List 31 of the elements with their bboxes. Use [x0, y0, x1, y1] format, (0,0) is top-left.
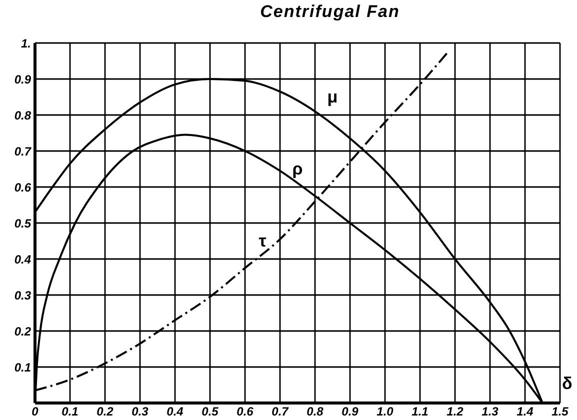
- y-tick-label: 0.9: [14, 72, 32, 86]
- x-tick-label: 0.7: [272, 404, 290, 419]
- x-tick-label: 0.9: [342, 404, 359, 419]
- x-tick-label: 1.1: [412, 404, 429, 419]
- x-tick-label: 1.4: [516, 404, 534, 419]
- series-label: τ: [258, 232, 267, 250]
- y-tick-label: 0.1: [14, 360, 32, 374]
- x-tick-label: 1.0: [376, 404, 394, 419]
- chart-title: Centrifugal Fan: [259, 1, 401, 23]
- x-tick-label: 0.5: [202, 404, 219, 419]
- y-tick-label: 0.8: [14, 108, 32, 122]
- x-tick-label: 1.3: [482, 404, 499, 419]
- x-tick-label: 0.3: [132, 404, 149, 419]
- y-tick-label: 0.5: [14, 216, 32, 230]
- series-label: μ: [327, 88, 338, 106]
- x-tick-label: 1.5: [552, 404, 569, 419]
- y-tick-label: 0.6: [14, 180, 32, 194]
- x-tick-label: 1.2: [446, 404, 464, 419]
- y-tick-label: 0.7: [14, 144, 32, 158]
- y-tick-label: 1.: [20, 36, 31, 50]
- y-tick-label: 0.4: [14, 252, 32, 266]
- x-tick-label: 0.6: [236, 404, 254, 419]
- series-label: ρ: [292, 160, 303, 178]
- x-tick-label: 0.8: [306, 404, 324, 419]
- x-tick-label: 0.1: [62, 404, 79, 419]
- x-tick-label: 0: [32, 404, 39, 419]
- y-tick-label: 0.3: [14, 288, 32, 302]
- y-tick-label: 0.2: [14, 324, 32, 338]
- x-tick-label: 0.4: [166, 404, 184, 419]
- x-axis-title: δ: [562, 374, 572, 394]
- x-tick-label: 0.2: [96, 404, 114, 419]
